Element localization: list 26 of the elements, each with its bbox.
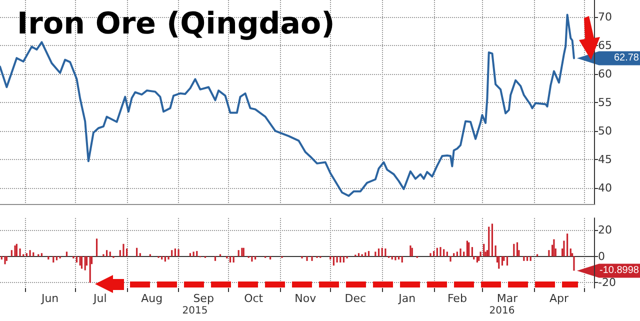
x-tick-label: Mar xyxy=(496,292,518,305)
y-tick-label: 50 xyxy=(598,124,612,138)
y-tick-label: -20 xyxy=(598,276,616,290)
chart-title: Iron Ore (Qingdao) xyxy=(17,6,335,42)
x-tick-label: Aug xyxy=(141,292,163,305)
text: 2016 xyxy=(489,306,515,316)
y-tick-label: 40 xyxy=(598,181,612,194)
y-tick-label: 65 xyxy=(598,39,612,52)
x-tick-label: Apr xyxy=(549,292,569,305)
annotation: 62.78 xyxy=(614,52,640,64)
y-tick-label: 0 xyxy=(598,250,605,263)
y-tick-label: 20 xyxy=(598,223,612,236)
x-tick-label: Jun xyxy=(40,292,59,305)
x-tick-label: Dec xyxy=(344,292,366,305)
x-tick-label: Oct xyxy=(244,292,264,305)
y-tick-label: 60 xyxy=(598,68,612,81)
x-tick-label: Feb xyxy=(447,292,467,305)
x-tick-label: Jul xyxy=(92,292,107,305)
y-tick-label: 55 xyxy=(598,96,612,109)
y-tick-label: 45 xyxy=(598,152,612,166)
annotation: -10.8998 xyxy=(600,265,640,276)
y-tick-label: 70 xyxy=(598,10,612,24)
x-tick-label: Jan xyxy=(398,292,416,305)
x-tick-label: Nov xyxy=(294,292,317,305)
text: 2015 xyxy=(182,306,208,316)
x-tick-label: Sep xyxy=(193,292,214,305)
